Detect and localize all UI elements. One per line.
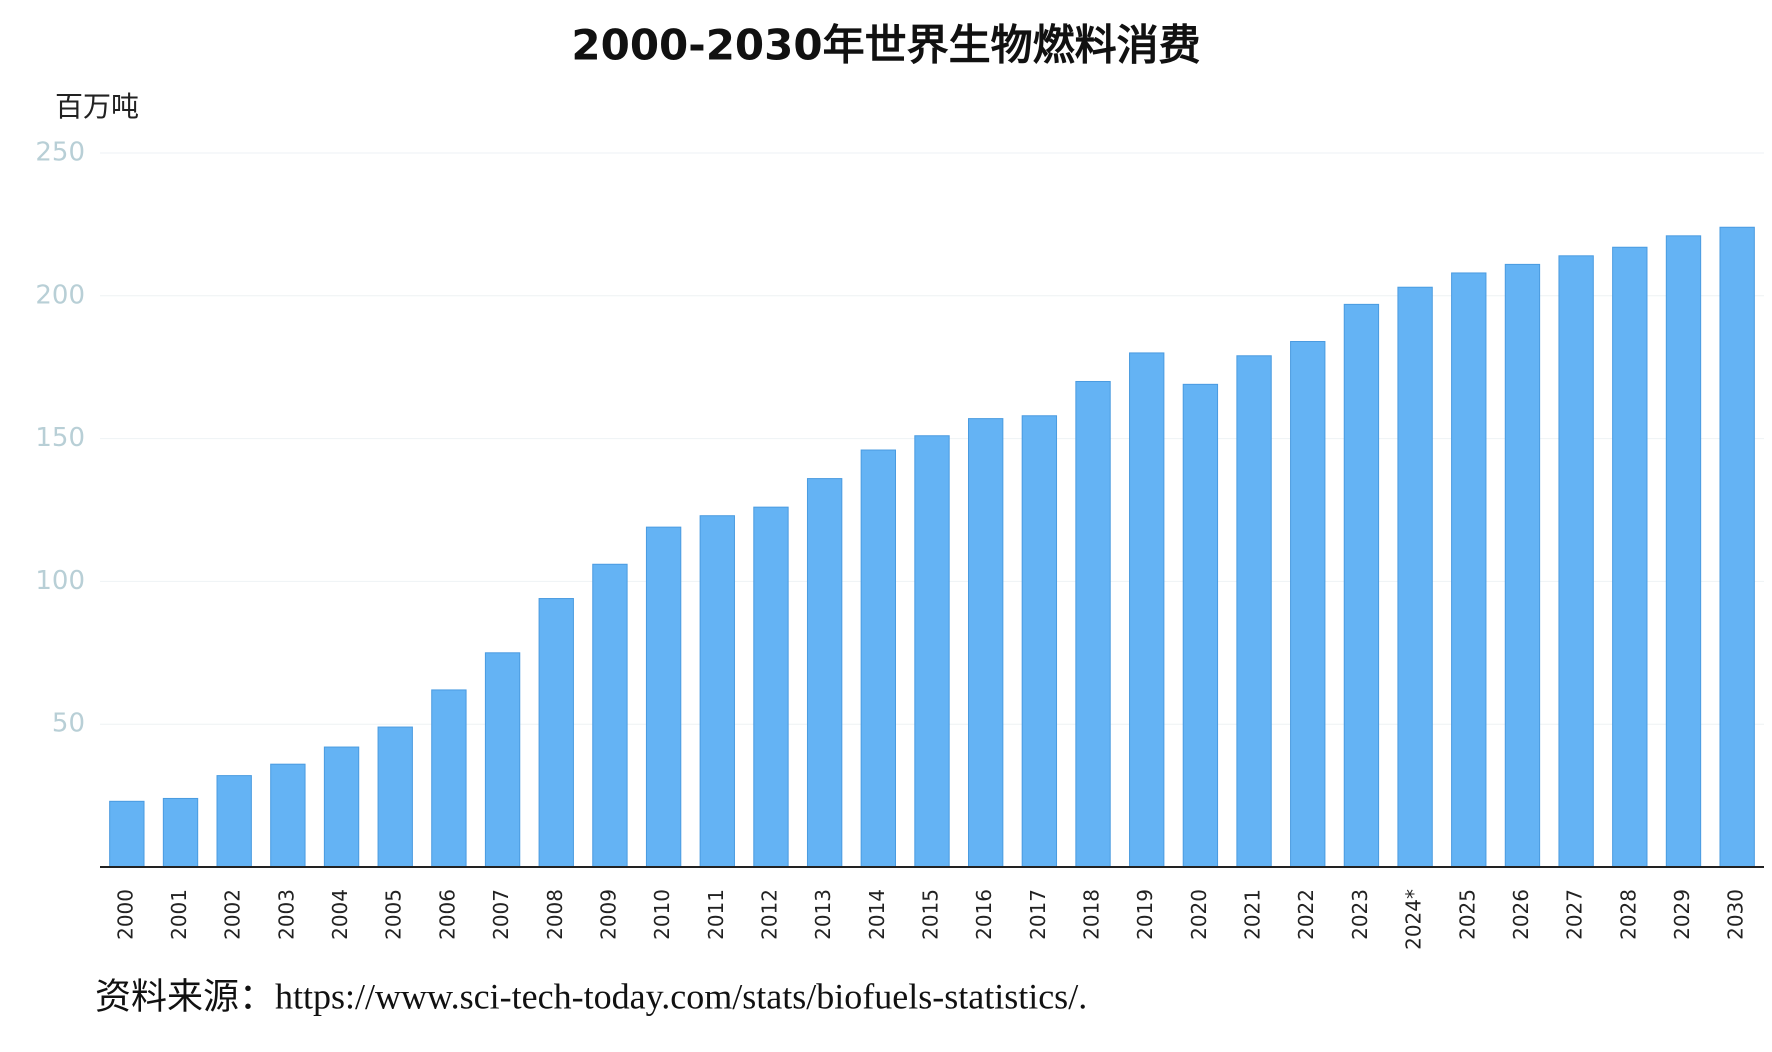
bar bbox=[1129, 352, 1165, 868]
x-tick-label: 2013 bbox=[811, 889, 835, 940]
x-tick-label: 2022 bbox=[1294, 889, 1318, 940]
bar bbox=[162, 797, 199, 868]
bar bbox=[699, 515, 735, 868]
x-tick-label: 2020 bbox=[1187, 889, 1211, 940]
x-tick-label: 2030 bbox=[1724, 889, 1748, 940]
x-tick-label: 2003 bbox=[274, 889, 298, 940]
bar bbox=[914, 435, 950, 868]
bar bbox=[1558, 255, 1594, 868]
bar bbox=[806, 478, 843, 868]
bar bbox=[1612, 246, 1648, 868]
bar bbox=[1182, 383, 1219, 868]
bar bbox=[1397, 286, 1433, 868]
bar bbox=[1451, 272, 1487, 868]
bar bbox=[431, 689, 467, 868]
x-tick-label: 2004 bbox=[328, 889, 352, 940]
y-axis-label: 百万吨 bbox=[55, 90, 139, 123]
x-tick-label: 2005 bbox=[382, 889, 406, 940]
x-tick-label: 2000 bbox=[113, 889, 137, 940]
x-tick-label: 2018 bbox=[1080, 889, 1104, 940]
x-tick-label: 2007 bbox=[489, 889, 513, 940]
x-tick-label: 2006 bbox=[435, 889, 459, 940]
x-tick-label: 2026 bbox=[1509, 889, 1533, 940]
x-tick-label: 2021 bbox=[1241, 889, 1265, 940]
bar bbox=[216, 775, 252, 868]
x-tick-label: 2001 bbox=[167, 889, 191, 940]
x-tick-label: 2024* bbox=[1402, 889, 1426, 950]
x-tick-label: 2025 bbox=[1455, 889, 1479, 940]
bar bbox=[323, 746, 360, 868]
y-tick-label: 50 bbox=[52, 709, 85, 739]
bar bbox=[538, 598, 574, 868]
x-tick-label: 2011 bbox=[704, 889, 728, 940]
bar bbox=[377, 726, 413, 868]
x-tick-label: 2012 bbox=[757, 889, 781, 940]
x-tick-label: 2016 bbox=[972, 889, 996, 940]
x-tick-label: 2010 bbox=[650, 889, 674, 940]
bar bbox=[270, 763, 306, 868]
source-note: 资料来源：https://www.sci-tech-today.com/stat… bbox=[95, 976, 1087, 1016]
bar bbox=[484, 652, 521, 868]
x-tick-label: 2015 bbox=[919, 889, 943, 940]
x-tick-label: 2027 bbox=[1563, 889, 1587, 940]
x-tick-label: 2028 bbox=[1616, 889, 1640, 940]
bar bbox=[109, 800, 145, 868]
x-tick-label: 2014 bbox=[865, 889, 889, 940]
y-tick-label: 100 bbox=[35, 566, 85, 596]
y-tick-label: 150 bbox=[35, 423, 85, 453]
x-tick-label: 2019 bbox=[1133, 889, 1157, 940]
bar bbox=[860, 449, 896, 868]
x-tick-label: 2017 bbox=[1026, 889, 1050, 940]
x-tick-label: 2023 bbox=[1348, 889, 1372, 940]
bar bbox=[592, 563, 628, 868]
bar bbox=[1075, 380, 1111, 868]
bar bbox=[645, 526, 682, 868]
bar bbox=[1504, 263, 1541, 868]
bar bbox=[1290, 340, 1326, 868]
bar bbox=[1343, 303, 1380, 868]
y-tick-label: 200 bbox=[35, 280, 85, 310]
chart-title: 2000-2030年世界生物燃料消费 bbox=[571, 21, 1200, 70]
bar bbox=[1665, 235, 1702, 868]
bar bbox=[1719, 226, 1755, 868]
bar bbox=[1021, 415, 1058, 868]
x-tick-label: 2029 bbox=[1670, 889, 1694, 940]
y-tick-label: 250 bbox=[35, 138, 85, 168]
bar bbox=[1236, 355, 1272, 868]
x-tick-label: 2008 bbox=[543, 889, 567, 940]
bar bbox=[968, 418, 1004, 868]
x-tick-label: 2002 bbox=[221, 889, 245, 940]
bar bbox=[753, 506, 789, 868]
x-tick-label: 2009 bbox=[596, 889, 620, 940]
